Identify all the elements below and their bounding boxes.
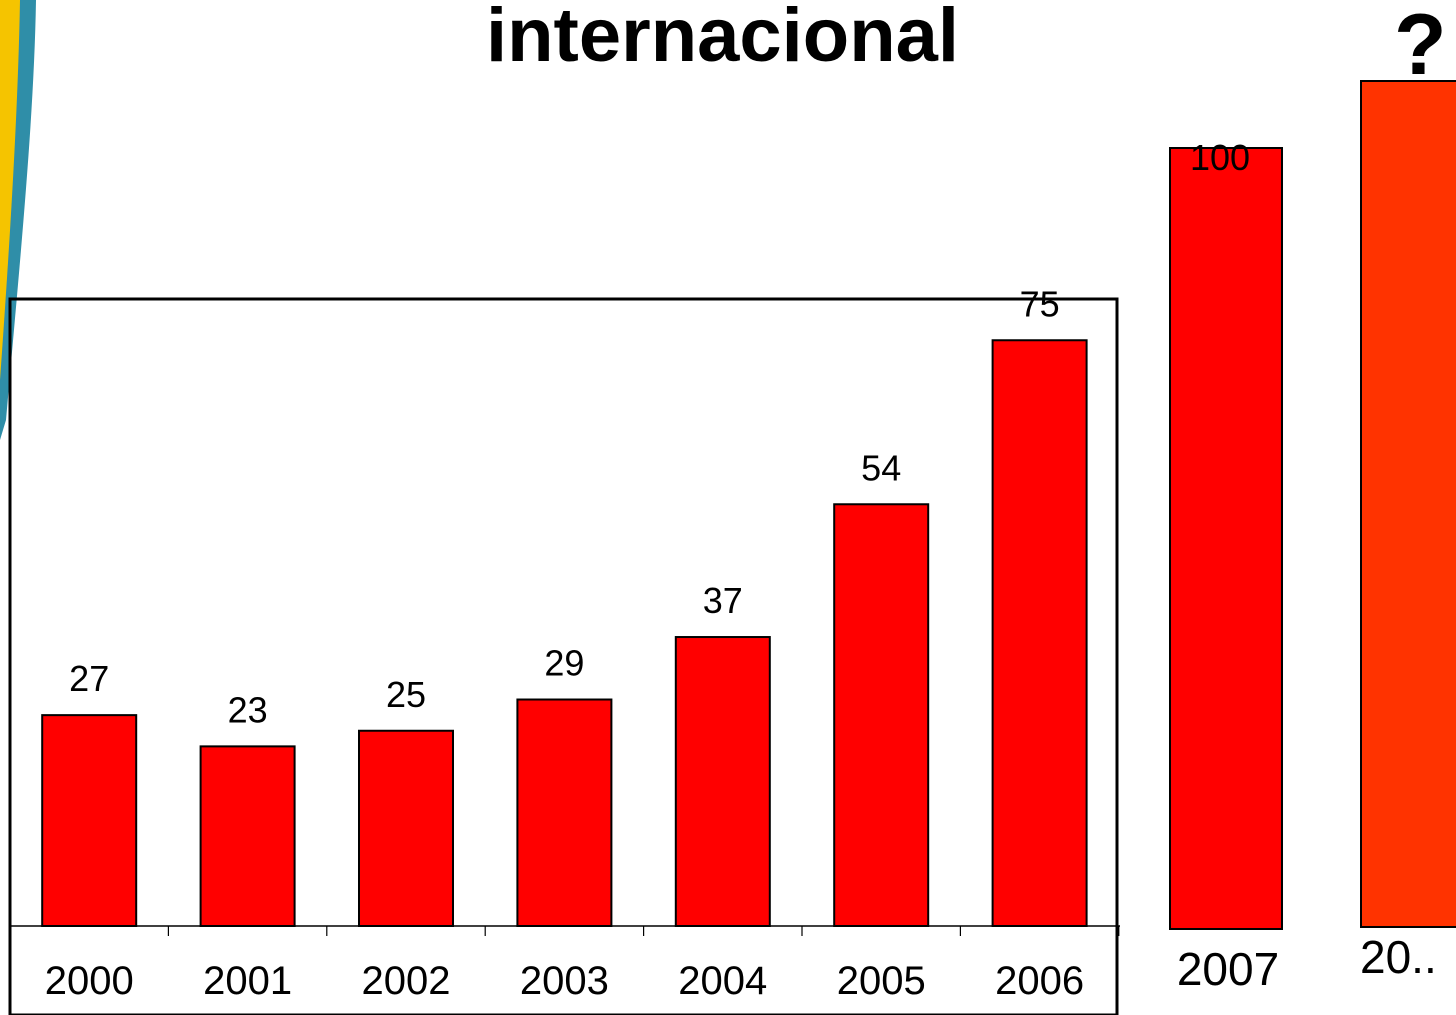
data-label-2004: 37 [703, 580, 743, 621]
bar-2002 [358, 729, 454, 927]
slide-title: internacional [486, 0, 959, 78]
x-tick-label-2007: 2007 [1177, 943, 1279, 995]
x-axis-ticks [9, 926, 1120, 936]
bar-2006 [991, 339, 1088, 927]
x-tick-label-2000: 2000 [45, 959, 134, 1003]
bar-2005 [833, 503, 930, 927]
x-tick-label-2001: 2001 [203, 959, 292, 1003]
chart-bars [41, 339, 1088, 928]
bar-2001 [199, 745, 296, 927]
chart-plot-frame [8, 297, 1119, 1015]
data-label-2006: 75 [1020, 283, 1060, 324]
projection-bars: 100 2007 20.. [1169, 80, 1456, 995]
x-tick-label-2004: 2004 [678, 959, 767, 1003]
bar-2007 [1169, 147, 1283, 930]
x-tick-label-2002: 2002 [362, 959, 451, 1003]
data-label-2000: 27 [69, 658, 109, 699]
data-label-2001: 23 [228, 689, 268, 730]
bar-2004 [674, 636, 771, 928]
x-tick-label-2005: 2005 [837, 959, 926, 1003]
x-tick-label-2003: 2003 [520, 959, 609, 1003]
x-tick-label-2006: 2006 [995, 959, 1084, 1003]
data-label-2002: 25 [386, 674, 426, 715]
x-tick-label-future: 20.. [1360, 931, 1437, 983]
data-label-2005: 54 [861, 447, 901, 488]
bar-future [1360, 80, 1456, 928]
bar-2000 [41, 714, 138, 927]
bar-2003 [516, 698, 613, 928]
data-label-2003: 29 [544, 643, 584, 684]
question-mark-text: ? [1394, 0, 1447, 93]
chart-labels: 27 2000 23 2001 25 2002 29 2003 37 2004 54 2005 75 20… [45, 283, 1084, 1003]
data-label-2007: 100 [1190, 137, 1250, 178]
